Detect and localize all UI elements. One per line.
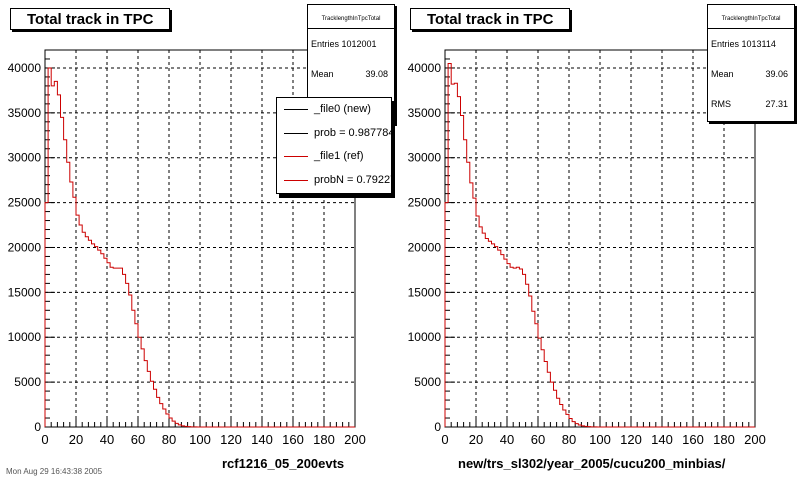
legend-entry-file0: _file0 (new) bbox=[277, 98, 391, 122]
x-tick-label: 120 bbox=[620, 432, 642, 447]
y-tick-label: 15000 bbox=[8, 285, 42, 299]
y-tick-label: 20000 bbox=[408, 240, 442, 254]
left-stats-mean: Mean 39.08 bbox=[308, 59, 394, 89]
right-stats-entries-value: 1013114 bbox=[741, 39, 776, 49]
x-tick-label: 180 bbox=[713, 432, 735, 447]
right-histogram-plot: 0 20 40 60 80 100 120 140 160 180 200 0 5000 10000 150… bbox=[408, 49, 766, 447]
x-tick-label: 60 bbox=[531, 432, 545, 447]
legend-entry-file1: _file1 (ref) bbox=[277, 145, 391, 169]
right-x-axis-title: new/trs_sl302/year_2005/cucu200_minbias/ bbox=[458, 456, 726, 471]
y-tick-label: 10000 bbox=[408, 330, 442, 344]
histogram-series-line bbox=[444, 62, 755, 428]
x-tick-label: 100 bbox=[589, 432, 611, 447]
x-tick-label: 60 bbox=[131, 432, 145, 447]
x-tick-label: 80 bbox=[162, 432, 176, 447]
legend-label-probn: probN = 0.792277 bbox=[314, 173, 391, 186]
x-tick-label: 100 bbox=[189, 432, 211, 447]
y-tick-label: 25000 bbox=[8, 196, 42, 210]
y-tick-label: 5000 bbox=[414, 375, 441, 389]
y-tick-label: 10000 bbox=[8, 330, 42, 344]
y-tick-label: 5000 bbox=[14, 375, 41, 389]
y-tick-label: 40000 bbox=[8, 61, 42, 75]
x-tick-label: 40 bbox=[500, 432, 514, 447]
left-stats-mean-value: 39.08 bbox=[365, 69, 388, 79]
y-tick-label: 0 bbox=[434, 420, 441, 434]
x-tick-label: 0 bbox=[441, 432, 448, 447]
right-chart-title: Total track in TPC bbox=[410, 8, 570, 30]
x-tick-label: 180 bbox=[313, 432, 335, 447]
left-stats-entries: Entries 1012001 bbox=[311, 39, 377, 49]
x-tick-label: 120 bbox=[220, 432, 242, 447]
y-tick-label: 0 bbox=[34, 420, 41, 434]
x-tick-label: 40 bbox=[100, 432, 114, 447]
right-stats-name: TracklengthInTpcTotal bbox=[708, 5, 794, 29]
left-stats-entries-value: 1012001 bbox=[341, 39, 377, 49]
y-tick-label: 25000 bbox=[408, 196, 442, 210]
legend-swatch-prob bbox=[284, 132, 308, 134]
right-stats-entries: Entries 1013114 bbox=[711, 39, 776, 49]
right-stats-mean: Mean 39.06 bbox=[708, 59, 794, 89]
left-histogram-panel: 0 20 40 60 80 100 120 140 160 180 200 0 5000 10000 150… bbox=[6, 4, 395, 476]
left-legend: _file0 (new) prob = 0.987784 _file1 (ref… bbox=[276, 97, 392, 194]
right-stats-rms: RMS 27.31 bbox=[708, 89, 794, 119]
right-histogram-panel: 0 20 40 60 80 100 120 140 160 180 200 0 5000 10000 150… bbox=[400, 0, 800, 480]
x-tick-label: 200 bbox=[744, 432, 766, 447]
left-chart-title: Total track in TPC bbox=[10, 8, 170, 30]
x-tick-label: 20 bbox=[469, 432, 483, 447]
legend-label-file1: _file1 (ref) bbox=[314, 150, 364, 162]
x-tick-label: 80 bbox=[562, 432, 576, 447]
y-tick-label: 30000 bbox=[8, 151, 42, 165]
right-stats-mean-value: 39.06 bbox=[765, 69, 788, 79]
x-tick-label: 0 bbox=[41, 432, 48, 447]
right-stats-box: TracklengthInTpcTotal Entries 1013114 Me… bbox=[707, 4, 795, 122]
x-tick-label: 160 bbox=[682, 432, 704, 447]
x-tick-label: 160 bbox=[282, 432, 304, 447]
legend-entry-probn: probN = 0.792277 bbox=[277, 169, 391, 193]
legend-label-file0: _file0 (new) bbox=[314, 103, 371, 115]
left-stats-name: TracklengthInTpcTotal bbox=[308, 5, 394, 29]
x-tick-label: 140 bbox=[651, 432, 673, 447]
right-stats-rms-value: 27.31 bbox=[765, 99, 788, 109]
y-tick-label: 40000 bbox=[408, 61, 442, 75]
y-tick-label: 35000 bbox=[408, 106, 442, 120]
y-tick-label: 20000 bbox=[8, 240, 42, 254]
legend-swatch-file0 bbox=[284, 109, 308, 110]
left-x-axis-title: rcf1216_05_200evts bbox=[222, 456, 345, 471]
histogram-series-line bbox=[44, 67, 355, 428]
y-tick-label: 30000 bbox=[408, 151, 442, 165]
legend-entry-prob: prob = 0.987784 bbox=[277, 122, 391, 146]
footer-timestamp: Mon Aug 29 16:43:38 2005 bbox=[6, 467, 103, 476]
x-tick-label: 20 bbox=[69, 432, 83, 447]
y-tick-label: 35000 bbox=[8, 106, 42, 120]
x-tick-label: 200 bbox=[344, 432, 366, 447]
legend-label-prob: prob = 0.987784 bbox=[314, 126, 392, 139]
legend-swatch-probn bbox=[284, 179, 308, 181]
legend-swatch-file1 bbox=[284, 156, 308, 157]
x-tick-label: 140 bbox=[251, 432, 273, 447]
y-tick-label: 15000 bbox=[408, 285, 442, 299]
